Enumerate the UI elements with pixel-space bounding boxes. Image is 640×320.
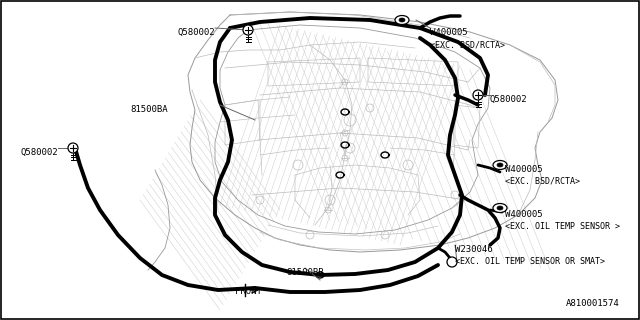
Ellipse shape bbox=[497, 163, 503, 167]
Circle shape bbox=[243, 25, 253, 35]
Text: <EXC. OIL TEMP SENSOR OR SMAT>: <EXC. OIL TEMP SENSOR OR SMAT> bbox=[455, 257, 605, 266]
Ellipse shape bbox=[493, 204, 507, 212]
Text: 81500BA: 81500BA bbox=[131, 105, 168, 114]
Text: Q580002: Q580002 bbox=[177, 28, 215, 37]
Text: <EXC. BSD/RCTA>: <EXC. BSD/RCTA> bbox=[505, 177, 580, 186]
Text: Q580002: Q580002 bbox=[20, 148, 58, 157]
Circle shape bbox=[447, 257, 457, 267]
Text: W400005: W400005 bbox=[505, 210, 543, 219]
Circle shape bbox=[473, 90, 483, 100]
Ellipse shape bbox=[493, 161, 507, 170]
Ellipse shape bbox=[395, 15, 409, 25]
Ellipse shape bbox=[497, 206, 503, 210]
Text: FRONT: FRONT bbox=[235, 287, 261, 296]
Ellipse shape bbox=[399, 18, 405, 22]
Text: W400005: W400005 bbox=[430, 28, 468, 37]
Text: A810001574: A810001574 bbox=[566, 299, 620, 308]
Circle shape bbox=[68, 143, 78, 153]
Text: W400005: W400005 bbox=[505, 165, 543, 174]
Text: <EXC. BSD/RCTA>: <EXC. BSD/RCTA> bbox=[430, 40, 505, 49]
Text: Q580002: Q580002 bbox=[490, 95, 527, 104]
Text: W230046: W230046 bbox=[455, 245, 493, 254]
Text: 81500BB: 81500BB bbox=[286, 268, 324, 277]
Text: <EXC. OIL TEMP SENSOR >: <EXC. OIL TEMP SENSOR > bbox=[505, 222, 620, 231]
